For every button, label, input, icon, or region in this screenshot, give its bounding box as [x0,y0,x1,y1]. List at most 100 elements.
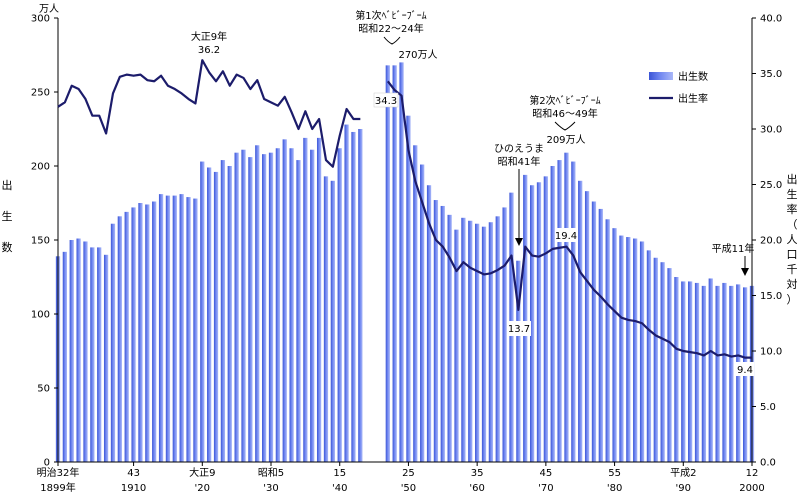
bar-1939 [330,180,335,463]
x-tick-era-1990: 平成2 [670,467,696,479]
legend-bar-swatch [649,72,673,80]
bar-1984 [639,241,645,462]
bar-1935 [303,137,308,462]
annotation-rate-343: 34.3 [375,96,397,107]
bar-1986 [653,257,658,462]
annotation-boom1-years: 昭和22～24年 [358,22,423,35]
bar-1907 [110,223,116,462]
right-axis-title-char-1: 出 [786,173,798,186]
x-tick-era-1960: 35 [471,468,484,479]
bar-1912 [145,204,150,463]
bar-1958 [461,217,466,462]
left-axis-title-char-3: 数 [1,241,13,254]
bar-1911 [138,203,143,462]
bar-1923 [220,160,226,462]
bar-1949 [399,62,404,463]
right-axis-title-char-6: 口 [786,248,798,261]
annotation-rate-194-box [555,228,578,242]
bar-1905 [97,247,102,462]
left-tick-label-200: 200 [31,162,50,173]
bar-1996 [722,282,727,462]
bar-1924 [227,166,232,462]
left-tick-label-250: 250 [31,88,50,99]
right-axis-title-char-7: 千 [786,263,798,276]
bar-1921 [207,167,212,463]
bar-1916 [172,195,177,462]
bar-1903 [83,241,88,462]
right-axis-title-char-4: （ [786,218,798,231]
x-tick-era-1980: 55 [608,468,621,479]
bar-1934 [296,160,301,462]
right-axis-title-char-9: ） [786,293,798,306]
right-axis-title-char-5: 人 [786,233,798,246]
bar-1942 [351,131,356,462]
bar-1947 [385,65,390,463]
left-tick-label-50: 50 [37,384,50,395]
x-tick-year-1970: '70 [538,483,553,494]
annotation-rate-137-box [508,321,531,336]
bar-1940 [337,148,342,463]
bar-1941 [344,124,349,462]
bar-1975 [578,180,583,463]
bar-1928 [255,145,260,462]
bar-1980 [612,228,617,462]
bar-1951 [413,145,418,462]
bar-1956 [447,214,452,462]
bar-1904 [90,247,95,462]
x-tick-era-1920: 大正9 [189,466,215,479]
bar-1997 [729,285,734,462]
bar-1978 [598,208,603,462]
right-axis-title-char-3: 率 [786,203,798,216]
bar-1964 [502,207,507,462]
annotation-hinoeuma-year: 昭和41年 [498,155,541,168]
left-tick-label-100: 100 [31,310,50,321]
bar-1976 [584,191,590,462]
right-axis-title-char-2: 生 [786,188,798,201]
bar-1917 [179,194,184,462]
bar-1950 [406,115,411,463]
bar-1926 [241,149,246,462]
bar-1991 [688,281,693,462]
annotation-rate-194: 19.4 [555,231,577,242]
bar-1900 [62,251,67,462]
annotation-boom1-title: 第1次ﾍﾞﾋﾞｰﾌﾞｰﾑ [355,9,426,22]
bar-1967 [523,174,528,462]
bar-1927 [248,157,253,462]
bar-1918 [186,197,191,462]
bar-1963 [495,216,500,462]
x-tick-era-1950: 25 [402,468,415,479]
bar-1920 [200,161,205,462]
right-tick-label-5.0: 5.0 [760,402,776,413]
right-tick-label-0.0: 0.0 [760,458,776,469]
right-tick-label-40.0: 40.0 [760,14,782,25]
annotation-rate-94: 9.4 [737,365,753,376]
annotation-boom1-brace [383,36,401,45]
x-tick-year-1899: 1899年 [40,481,75,494]
bar-1913 [152,201,157,462]
annotation-hinoeuma-arrow-head [515,238,523,246]
bar-1985 [646,250,652,462]
x-tick-era-2000: 12 [746,468,759,479]
annotation-births-270: 270万人 [398,49,437,61]
bar-1914 [158,194,164,462]
annotation-taisho9-label: 大正9年 [191,30,227,43]
annotation-hinoeuma-label: ひのえうま [494,143,544,155]
bar-1977 [591,201,597,462]
bar-1974 [571,161,576,462]
left-tick-label-300: 300 [31,14,50,25]
bar-1959 [468,220,473,462]
right-axis-title-char-8: 対 [786,278,798,291]
left-axis-unit: 万人 [39,3,59,15]
bar-1970 [543,176,548,463]
legend-bar-label: 出生数 [678,70,708,83]
right-tick-label-25.0: 25.0 [760,180,782,191]
left-axis-title-char-1: 出 [1,179,13,192]
x-tick-era-1930: 昭和5 [258,467,284,479]
right-tick-label-10.0: 10.0 [760,347,782,358]
bar-1915 [165,195,171,462]
bar-1969 [536,182,542,462]
bar-1994 [708,278,713,462]
left-tick-label-150: 150 [31,236,50,247]
bar-1931 [275,148,281,463]
